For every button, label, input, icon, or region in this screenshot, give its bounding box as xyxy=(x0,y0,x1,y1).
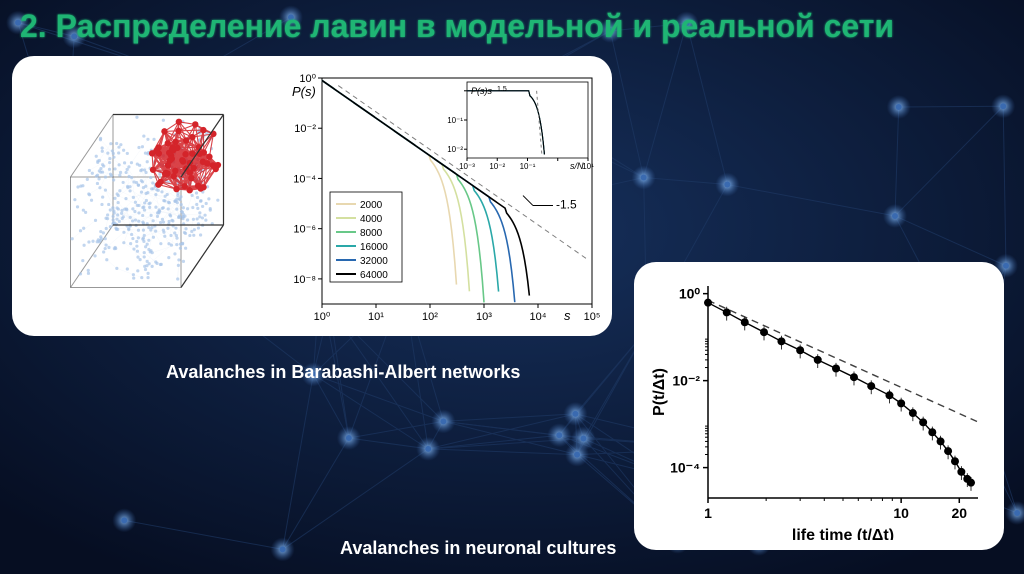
svg-text:10³: 10³ xyxy=(476,311,492,323)
svg-text:10⁰: 10⁰ xyxy=(314,311,331,323)
svg-text:10⁴: 10⁴ xyxy=(530,311,547,323)
svg-text:64000: 64000 xyxy=(360,270,388,281)
svg-text:10¹: 10¹ xyxy=(582,162,594,171)
svg-text:8000: 8000 xyxy=(360,228,383,239)
svg-text:s: s xyxy=(564,308,571,323)
svg-text:4000: 4000 xyxy=(360,214,383,225)
panel-ba-networks: 10⁰10¹10²10³10⁴10⁵10⁰10⁻²10⁻⁴10⁻⁶10⁻⁸P(s… xyxy=(12,56,612,336)
svg-text:10⁻⁴: 10⁻⁴ xyxy=(293,173,316,185)
svg-text:10⁻³: 10⁻³ xyxy=(459,162,475,171)
svg-text:s/N: s/N xyxy=(570,161,584,171)
svg-text:10⁻⁸: 10⁻⁸ xyxy=(293,274,316,286)
svg-text:life time (t/Δt): life time (t/Δt) xyxy=(792,527,894,540)
svg-text:10⁻²: 10⁻² xyxy=(294,123,316,135)
svg-text:10⁻²: 10⁻² xyxy=(489,162,505,171)
svg-text:10⁻⁴: 10⁻⁴ xyxy=(670,460,700,476)
svg-text:P(s): P(s) xyxy=(292,84,316,99)
svg-text:10²: 10² xyxy=(422,311,438,323)
svg-text:10⁻²: 10⁻² xyxy=(672,373,700,389)
svg-text:10⁻²: 10⁻² xyxy=(447,145,463,154)
svg-text:16000: 16000 xyxy=(360,242,388,253)
svg-text:10⁰: 10⁰ xyxy=(679,286,701,302)
caption-nc: Avalanches in neuronal cultures xyxy=(340,538,616,559)
lifetime-chart: 1 10 20 10⁰ 10⁻² 10⁻⁴ life time (t/Δt) P(t/Δt) xyxy=(646,272,992,540)
slide-title: 2. Распределение лавин в модельной и реа… xyxy=(20,8,1004,45)
caption-ba: Avalanches in Barabashi-Albert networks xyxy=(166,362,520,383)
svg-text:10⁻⁶: 10⁻⁶ xyxy=(293,224,316,236)
svg-text:-1.5: -1.5 xyxy=(556,198,577,212)
svg-text:P(s)s: P(s)s xyxy=(471,86,492,96)
svg-text:10⁻¹: 10⁻¹ xyxy=(447,116,463,125)
panel-neuronal-cultures: 1 10 20 10⁰ 10⁻² 10⁻⁴ life time (t/Δt) P(t/Δt) xyxy=(634,262,1004,550)
cube-network-viz xyxy=(22,71,272,321)
svg-text:P(t/Δt): P(t/Δt) xyxy=(651,368,668,416)
svg-text:1.5: 1.5 xyxy=(497,86,507,93)
svg-text:1: 1 xyxy=(704,505,712,521)
svg-text:10⁵: 10⁵ xyxy=(584,311,601,323)
svg-text:32000: 32000 xyxy=(360,256,388,267)
svg-text:2000: 2000 xyxy=(360,200,383,211)
svg-text:10⁻¹: 10⁻¹ xyxy=(520,162,536,171)
svg-text:10¹: 10¹ xyxy=(368,311,384,323)
svg-text:20: 20 xyxy=(951,505,967,521)
avalanche-size-chart: 10⁰10¹10²10³10⁴10⁵10⁰10⁻²10⁻⁴10⁻⁶10⁻⁸P(s… xyxy=(272,66,602,326)
svg-text:10: 10 xyxy=(893,505,909,521)
